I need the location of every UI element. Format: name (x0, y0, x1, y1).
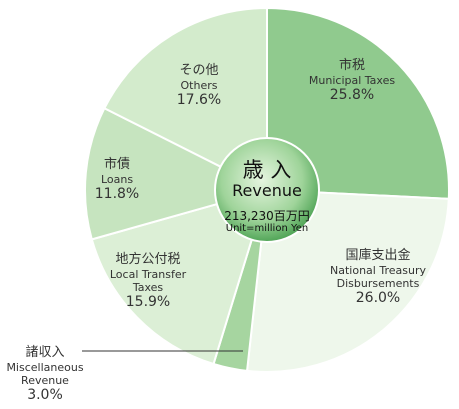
pie-slice (84, 106, 270, 241)
label-en: National Treasury Disbursements (330, 263, 426, 290)
pie-slice (90, 188, 269, 366)
label-ja: 国庫支出金 (345, 248, 411, 263)
slice-label: 諸収入 Miscellaneous Revenue 3.0% (0, 345, 90, 404)
center-total: 213,230百万円 (224, 209, 310, 223)
center-unit: Unit=million Yen (225, 223, 309, 234)
value-label: 11.8% (94, 185, 140, 202)
value-label: 3.0% (27, 386, 63, 403)
pie-slice (103, 6, 268, 192)
slice-label: 市税 Municipal Taxes 25.8% (292, 58, 412, 104)
center-circle (214, 137, 320, 243)
label-ja: その他 (179, 63, 219, 78)
slice-label: 市債 Loans 11.8% (82, 157, 152, 203)
center-title: 歳 入 (242, 158, 292, 182)
pie-slice (245, 188, 450, 373)
label-en: Others (180, 78, 218, 92)
label-en: Miscellaneous Revenue (6, 360, 84, 387)
center-subtitle: Revenue (232, 181, 302, 200)
slice-label: 地方公付税 Local Transfer Taxes 15.9% (98, 252, 198, 311)
label-ja: 市債 (103, 157, 130, 172)
slice-label: 国庫支出金 National Treasury Disbursements 26.0… (318, 248, 438, 307)
value-label: 25.8% (329, 86, 375, 103)
label-en: Municipal Taxes (308, 73, 396, 87)
pie-slice (266, 6, 450, 200)
label-ja: 地方公付税 (115, 252, 181, 267)
label-en: Local Transfer Taxes (109, 267, 187, 294)
label-ja: 諸収入 (25, 345, 65, 360)
value-label: 15.9% (125, 293, 171, 310)
label-ja: 市税 (338, 58, 365, 73)
value-label: 17.6% (176, 91, 222, 108)
value-label: 26.0% (355, 289, 401, 306)
label-en: Loans (100, 172, 134, 186)
slice-label: その他 Others 17.6% (154, 63, 244, 109)
